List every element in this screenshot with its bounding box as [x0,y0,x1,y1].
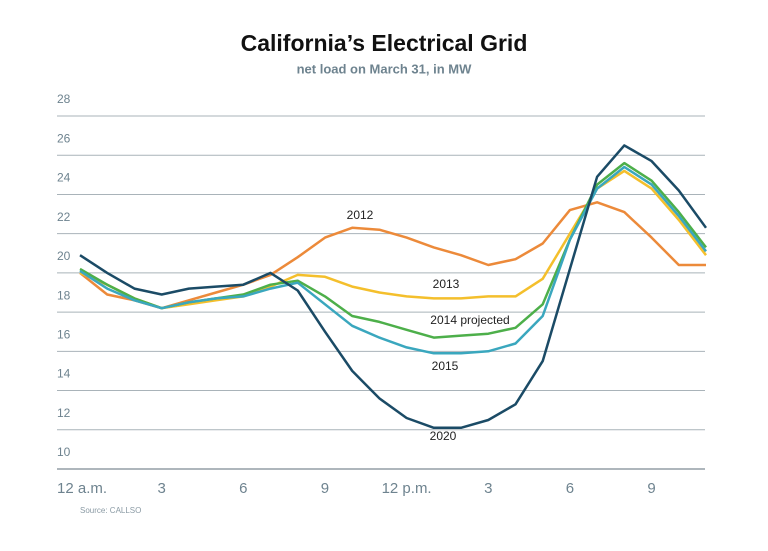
y-tick-label: 28 [57,92,71,106]
chart-subtitle: net load on March 31, in MW [297,61,473,76]
y-tick-label: 14 [57,367,71,381]
y-tick-label: 12 [57,406,71,420]
y-tick-label: 24 [57,171,71,185]
y-tick-label: 22 [57,210,71,224]
series-line [79,201,706,310]
x-tick-label: 6 [239,480,247,497]
series-line [79,144,708,430]
series-label: 2020 [430,429,457,443]
series-line [79,165,707,355]
series-line [79,169,707,310]
series-line [79,161,707,339]
y-tick-label: 10 [57,445,71,459]
series-label: 2012 [347,208,374,222]
x-tick-label: 9 [647,480,655,497]
series-label: 2013 [433,277,460,291]
y-tick-label: 18 [57,288,71,302]
x-tick-label: 6 [566,480,574,497]
chart-title: California’s Electrical Grid [241,30,528,56]
x-tick-label: 12 a.m. [57,480,107,497]
y-tick-label: 20 [57,249,71,263]
x-tick-label: 9 [321,480,329,497]
y-tick-label: 26 [57,131,71,145]
x-tick-label: 3 [157,480,165,497]
source-note: Source: CALLSO [80,506,141,515]
y-tick-label: 16 [57,328,71,342]
x-tick-label: 12 p.m. [382,480,432,497]
series-label: 2015 [432,359,459,373]
x-tick-label: 3 [484,480,492,497]
series-label: 2014 projected [430,313,509,327]
